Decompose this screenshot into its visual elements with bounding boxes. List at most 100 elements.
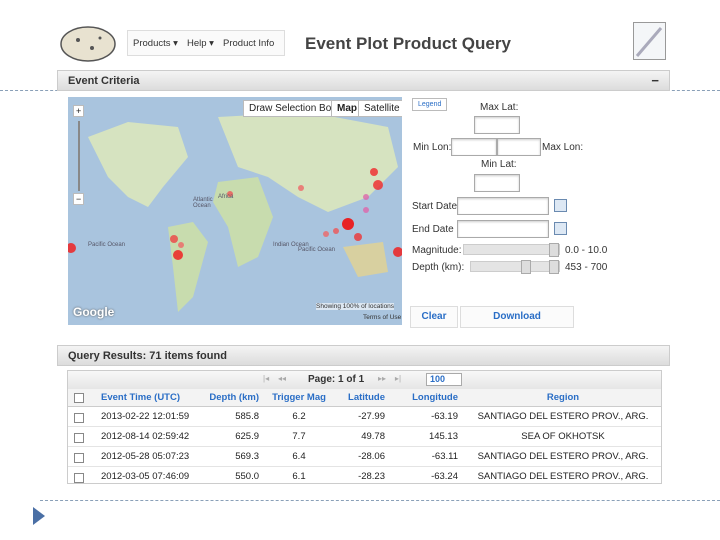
- map-label: Atlantic Ocean: [193, 197, 213, 209]
- zoom-in[interactable]: +: [73, 105, 85, 117]
- nav-products[interactable]: Products ▾: [133, 38, 178, 49]
- table-cell: SANTIAGO DEL ESTERO PROV., ARG.: [477, 451, 649, 462]
- legend-button[interactable]: Legend: [412, 98, 448, 111]
- slider-handle[interactable]: [521, 260, 531, 274]
- table-cell: 6.1: [292, 471, 306, 482]
- row-checkbox[interactable]: [74, 433, 84, 443]
- min-lon-input[interactable]: [451, 138, 497, 156]
- collapse-button[interactable]: −: [651, 73, 659, 88]
- start-date-input[interactable]: [457, 197, 549, 215]
- row-checkbox[interactable]: [74, 453, 84, 463]
- calendar-button[interactable]: [554, 199, 567, 212]
- header-checkbox[interactable]: [74, 393, 84, 403]
- column-header[interactable]: Trigger Mag: [272, 392, 326, 403]
- table-cell: -27.99: [358, 411, 385, 422]
- map-logo: Google: [73, 305, 115, 319]
- table-cell: 2012-03-05 07:46:09: [101, 471, 190, 482]
- depth-range: 453 - 700: [565, 262, 608, 273]
- column-header[interactable]: Depth (km): [209, 392, 259, 403]
- table-cell: 625.9: [235, 431, 259, 442]
- end-date-label: End Date: [412, 224, 454, 235]
- row-checkbox[interactable]: [74, 413, 84, 423]
- table-cell: -63.19: [431, 411, 458, 422]
- magnitude-slider[interactable]: [463, 243, 560, 257]
- map-label: Indian Ocean: [273, 242, 309, 248]
- zoom-control: + −: [73, 105, 85, 205]
- map-label: Pacific Ocean: [298, 247, 336, 253]
- nav-bar: Products ▾ Help ▾ Product Info: [127, 30, 285, 56]
- table-cell: 585.8: [235, 411, 259, 422]
- table-cell: -63.24: [431, 471, 458, 482]
- table-cell: 6.4: [292, 451, 306, 462]
- table-cell: -63.11: [431, 451, 458, 462]
- min-lat-input[interactable]: [474, 174, 520, 192]
- column-header[interactable]: Longitude: [412, 392, 458, 403]
- pager-first[interactable]: |◂ ◂◂: [263, 374, 287, 383]
- page-size-select[interactable]: 100: [426, 373, 462, 386]
- table-cell: -28.23: [358, 471, 385, 482]
- page-indicator: Page: 1 of 1: [308, 374, 365, 385]
- table-cell: -28.06: [358, 451, 385, 462]
- row-checkbox[interactable]: [74, 473, 84, 483]
- satellite-button[interactable]: Satellite: [358, 100, 402, 117]
- end-date-input[interactable]: [457, 220, 549, 238]
- corner-icon: [633, 22, 666, 60]
- map-attribution: Showing 100% of locations: [316, 303, 395, 310]
- magnitude-range: 0.0 - 10.0: [565, 245, 608, 256]
- table-cell: 2013-02-22 12:01:59: [101, 411, 190, 422]
- results-title: Query Results: 71 items found: [68, 350, 227, 362]
- header-row: [68, 389, 661, 407]
- map-label: Pacific Ocean: [88, 242, 126, 248]
- table-cell: 550.0: [235, 471, 259, 482]
- column-header[interactable]: Event Time (UTC): [101, 392, 181, 403]
- results-bar: Query Results: 71 items found: [57, 345, 670, 366]
- slider-handle[interactable]: [549, 243, 559, 257]
- column-header[interactable]: Region: [546, 392, 580, 403]
- separator: [40, 500, 720, 501]
- map: Pacific Ocean Africa Atlantic Ocean Indi…: [68, 97, 402, 325]
- slider-handle[interactable]: [549, 260, 559, 274]
- table-cell: 569.3: [235, 451, 259, 462]
- nav-help[interactable]: Help ▾: [187, 38, 214, 49]
- criteria-bar: Event Criteria −: [57, 70, 670, 91]
- column-header[interactable]: Latitude: [348, 392, 385, 403]
- criteria-title: Event Criteria: [68, 75, 140, 87]
- table-cell: 2012-08-14 02:59:42: [101, 431, 190, 442]
- pager: |◂ ◂◂ Page: 1 of 1 ▸▸ ▸| 100: [68, 371, 661, 389]
- results-table: |◂ ◂◂ Page: 1 of 1 ▸▸ ▸| 100 Event Time …: [67, 370, 662, 484]
- map-label: Africa: [218, 194, 234, 200]
- magnitude-label: Magnitude:: [412, 245, 462, 256]
- bullet: [33, 507, 45, 525]
- table-cell: 6.2: [292, 411, 306, 422]
- max-lon-label: Max Lon:: [542, 142, 584, 153]
- zoom-slider[interactable]: [78, 121, 80, 191]
- clear-button[interactable]: Clear: [410, 306, 458, 328]
- depth-label: Depth (km):: [412, 262, 465, 273]
- draw-selection-button[interactable]: Draw Selection Box: [243, 100, 343, 117]
- min-lat-label: Min Lat:: [481, 159, 517, 170]
- max-lat-label: Max Lat:: [480, 102, 519, 113]
- download-button[interactable]: Download: [460, 306, 574, 328]
- max-lat-input[interactable]: [474, 116, 520, 134]
- map-type-button[interactable]: Map: [331, 100, 363, 117]
- nav-product-info[interactable]: Product Info: [223, 38, 275, 49]
- table-cell: 49.78: [361, 431, 385, 442]
- min-lon-label: Min Lon:: [413, 142, 452, 153]
- table-cell: SANTIAGO DEL ESTERO PROV., ARG.: [477, 411, 649, 422]
- table-body: Event Time (UTC) Depth (km) Trigger Mag Lat…: [68, 389, 661, 483]
- row-divider: [68, 446, 661, 447]
- depth-slider[interactable]: [470, 260, 560, 274]
- table-cell: 2012-05-28 05:07:23: [101, 451, 190, 462]
- page-title: Event Plot Product Query: [305, 34, 511, 53]
- row-divider: [68, 466, 661, 467]
- table-cell: 145.13: [428, 431, 458, 442]
- row-divider: [68, 426, 661, 427]
- pager-next[interactable]: ▸▸ ▸|: [378, 374, 402, 383]
- map-terms[interactable]: Terms of Use: [363, 314, 402, 321]
- calendar-button[interactable]: [554, 222, 567, 235]
- table-cell: SANTIAGO DEL ESTERO PROV., ARG.: [477, 471, 649, 482]
- max-lon-input[interactable]: [497, 138, 541, 156]
- map-canvas: [68, 112, 402, 312]
- zoom-out[interactable]: −: [73, 193, 85, 205]
